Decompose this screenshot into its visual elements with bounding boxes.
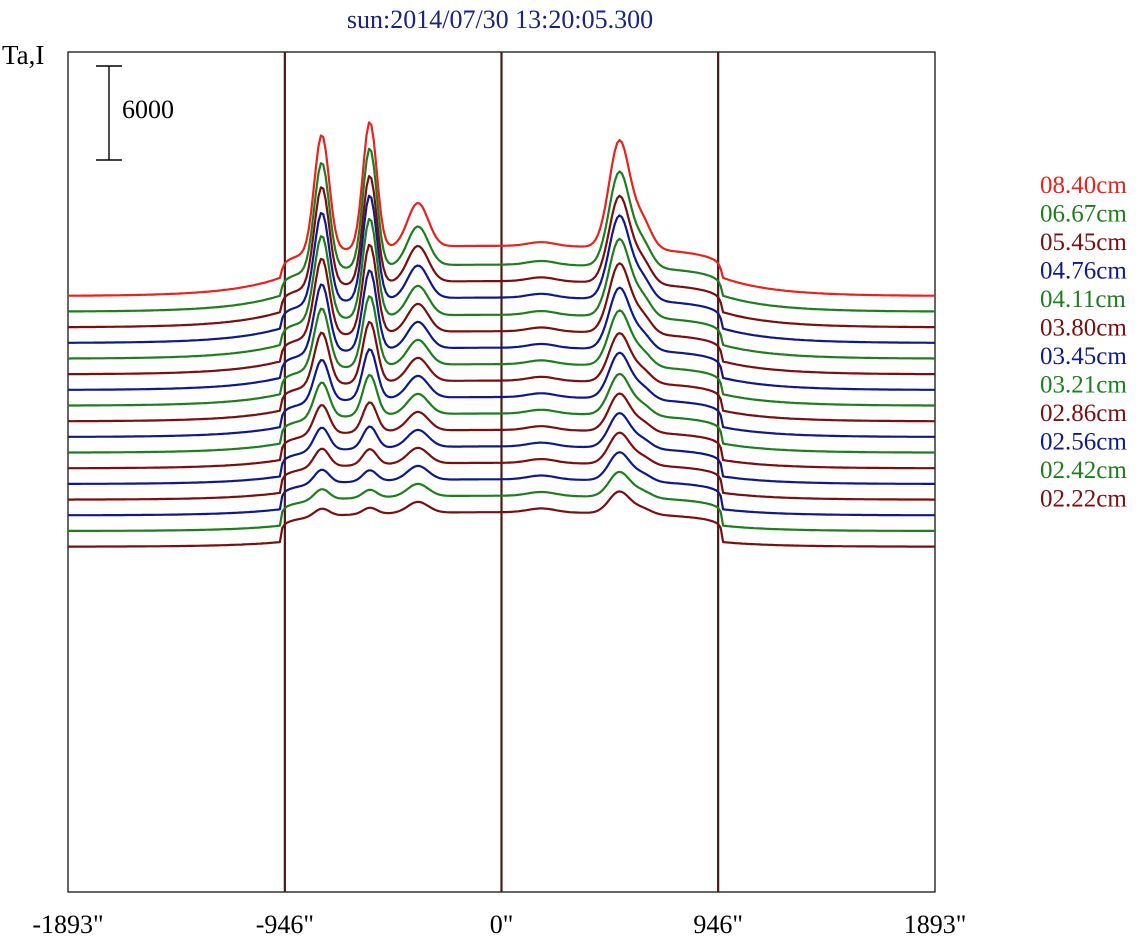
scale-bar: 6000 (96, 65, 174, 161)
series-line-10 (68, 372, 935, 454)
series-line-8 (68, 320, 935, 423)
x-tick-label-1: -946" (256, 910, 314, 939)
series-line-5 (68, 243, 935, 376)
legend: 08.40cm06.67cm05.45cm04.76cm04.11cm03.80… (1040, 172, 1127, 513)
legend-entry-4: 04.11cm (1040, 286, 1126, 313)
x-tick-label-3: 946" (693, 910, 743, 939)
series-line-6 (68, 269, 935, 391)
series-line-1 (68, 147, 935, 313)
y-axis-label: Ta,I (2, 40, 44, 70)
legend-entry-9: 02.56cm (1040, 429, 1127, 456)
legend-entry-0: 08.40cm (1040, 172, 1127, 199)
legend-entry-2: 05.45cm (1040, 229, 1127, 256)
x-tick-label-0: -1893" (32, 910, 103, 939)
x-tick-label-2: 0" (490, 910, 514, 939)
series-line-4 (68, 217, 935, 360)
legend-entry-8: 02.86cm (1040, 400, 1127, 427)
series-line-15 (68, 470, 935, 532)
chart-title: sun:2014/07/30 13:20:05.300 (347, 5, 653, 34)
series-line-3 (68, 194, 935, 344)
scale-bar-label: 6000 (122, 95, 174, 124)
legend-entry-10: 02.42cm (1040, 457, 1127, 484)
series-line-16 (68, 490, 935, 548)
x-tick-label-4: 1893" (904, 910, 967, 939)
series-line-2 (68, 175, 935, 329)
legend-entry-3: 04.76cm (1040, 258, 1127, 285)
legend-entry-5: 03.80cm (1040, 315, 1127, 342)
series-group (67, 121, 936, 548)
series-line-11 (68, 392, 935, 470)
legend-entry-1: 06.67cm (1040, 201, 1127, 228)
legend-entry-11: 02.22cm (1040, 486, 1127, 513)
series-line-0 (68, 121, 935, 297)
x-tick-labels: -1893" -946" 0" 946" 1893" (32, 910, 966, 939)
series-line-12 (68, 412, 935, 485)
series-line-7 (68, 295, 935, 407)
vertical-reference-lines (283, 52, 720, 892)
series-line-9 (67, 348, 936, 438)
legend-entry-6: 03.45cm (1040, 343, 1127, 370)
series-line-14 (68, 451, 935, 517)
series-line-13 (68, 431, 935, 501)
legend-entry-7: 03.21cm (1040, 372, 1127, 399)
